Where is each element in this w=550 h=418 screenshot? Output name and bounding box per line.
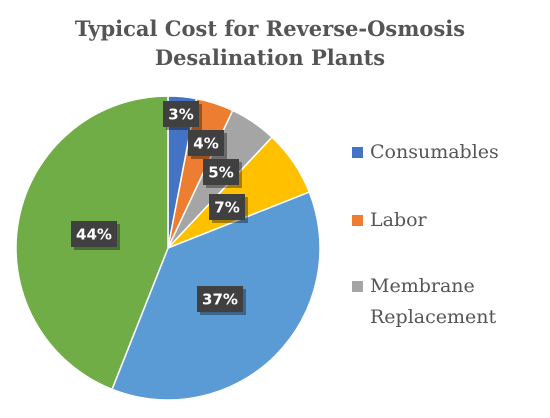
legend-swatch: [352, 281, 363, 292]
data-label-text: 44%: [76, 226, 112, 244]
data-label-box: [197, 286, 243, 312]
chart-title: Typical Cost for Reverse-Osmosis Desalin…: [75, 16, 465, 70]
data-label-box: [163, 101, 199, 127]
data-label-text: 3%: [168, 106, 193, 124]
data-label-slice-6: 44%: [71, 221, 120, 250]
data-label-slice-5: 37%: [197, 286, 246, 315]
data-label-box: [203, 159, 239, 185]
data-label-box: [71, 221, 117, 247]
legend-entry-consumables: Consumables: [352, 141, 499, 163]
data-label-text: 37%: [202, 291, 238, 309]
data-label-labor: 4%: [188, 130, 227, 159]
data-label-slice-4: 7%: [209, 194, 248, 223]
data-labels: 3%4% 5% 7% 37% 44%: [71, 101, 248, 315]
legend-swatch: [352, 215, 363, 226]
legend-swatch: [352, 147, 363, 158]
data-label-membrane-replacement: 5%: [203, 159, 242, 188]
data-label-consumables: 3%: [163, 101, 202, 130]
legend-label: Replacement: [370, 306, 496, 328]
data-label-text: 5%: [208, 164, 233, 182]
legend-entry-membrane-replacement: Membrane Replacement: [352, 275, 496, 328]
data-label-text: 7%: [214, 199, 239, 217]
pie-slices: [15, 95, 321, 401]
legend: Consumables Labor Membrane Replacement: [352, 141, 499, 328]
legend-entry-labor: Labor: [352, 209, 428, 231]
legend-label: Membrane: [370, 275, 475, 297]
data-label-box: [209, 194, 245, 220]
chart-title-line-2: Desalination Plants: [155, 45, 385, 70]
legend-label: Consumables: [370, 141, 499, 163]
chart-title-line-1: Typical Cost for Reverse-Osmosis: [75, 16, 465, 41]
data-label-text: 4%: [193, 135, 218, 153]
data-label-box: [188, 130, 224, 156]
legend-label: Labor: [370, 209, 428, 231]
